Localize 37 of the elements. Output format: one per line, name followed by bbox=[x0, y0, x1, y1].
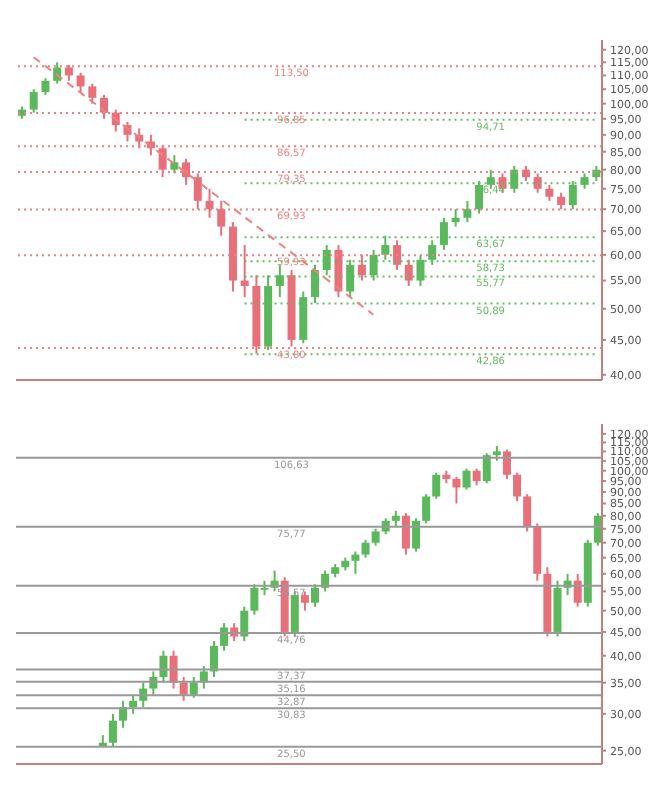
candlestick bbox=[357, 253, 366, 282]
candlestick bbox=[393, 239, 402, 271]
candlestick bbox=[533, 172, 542, 194]
candlestick bbox=[462, 467, 471, 491]
candlestick bbox=[351, 550, 360, 575]
candlestick bbox=[401, 512, 410, 556]
candlestick bbox=[209, 640, 218, 678]
candlestick bbox=[573, 572, 582, 608]
candlestick bbox=[422, 493, 431, 525]
candlestick bbox=[158, 143, 167, 179]
candlestick bbox=[189, 676, 198, 699]
candlestick bbox=[217, 199, 226, 237]
candlestick bbox=[220, 622, 229, 652]
candlestick bbox=[553, 579, 562, 638]
candlestick bbox=[452, 475, 461, 505]
candlestick bbox=[88, 82, 97, 105]
candlestick bbox=[412, 517, 421, 553]
candlestick bbox=[108, 712, 117, 748]
candlestick bbox=[170, 154, 179, 175]
candlestick bbox=[432, 471, 441, 500]
candlestick bbox=[240, 244, 249, 299]
candlestick bbox=[334, 244, 343, 299]
candlestick bbox=[533, 522, 542, 582]
candlestick bbox=[513, 471, 522, 503]
candlestick bbox=[523, 493, 532, 533]
candlestick bbox=[193, 172, 202, 211]
candlestick bbox=[463, 199, 472, 224]
candlestick bbox=[502, 448, 511, 480]
candlestick bbox=[182, 157, 191, 186]
candlestick bbox=[29, 88, 38, 114]
candlestick bbox=[179, 676, 188, 702]
candlestick bbox=[129, 693, 138, 715]
candlestick bbox=[404, 258, 413, 287]
candlestick bbox=[311, 583, 319, 608]
candlestick bbox=[76, 71, 85, 94]
candlestick bbox=[205, 187, 214, 219]
candlestick bbox=[482, 452, 491, 485]
